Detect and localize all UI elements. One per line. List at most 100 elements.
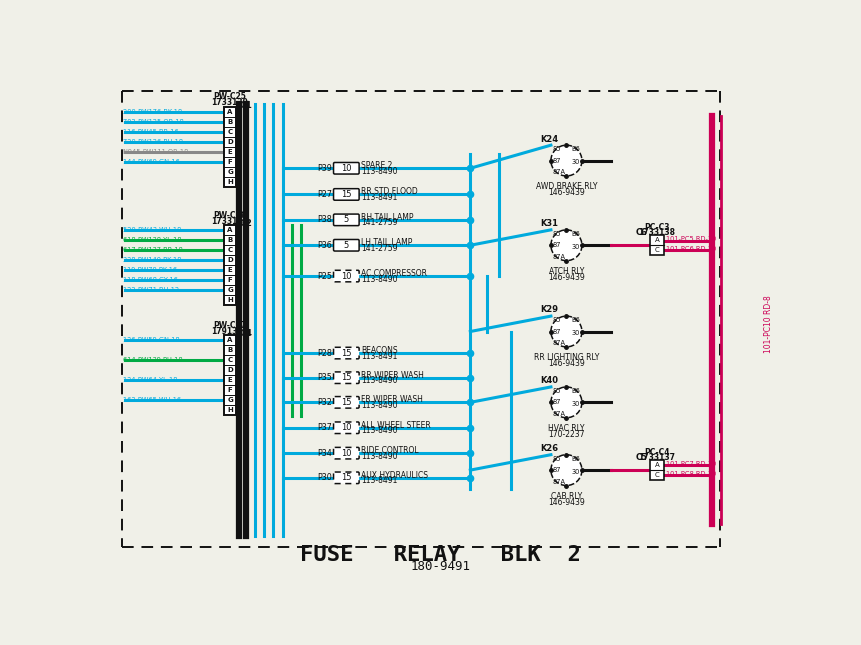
Text: 113-8491: 113-8491 bbox=[361, 477, 398, 486]
Text: 1733138: 1733138 bbox=[639, 228, 676, 237]
Text: 146-9439: 146-9439 bbox=[548, 188, 585, 197]
Bar bbox=[650, 235, 664, 255]
FancyBboxPatch shape bbox=[333, 239, 359, 251]
Text: 146-9439: 146-9439 bbox=[548, 359, 585, 368]
Text: D: D bbox=[227, 257, 233, 263]
Text: 520-PW43 WH-18: 520-PW43 WH-18 bbox=[123, 227, 182, 233]
Text: 15: 15 bbox=[341, 473, 351, 482]
Text: 113-8490: 113-8490 bbox=[361, 426, 398, 435]
Text: B6: B6 bbox=[572, 231, 580, 237]
Text: AUX HYDRAULICS: AUX HYDRAULICS bbox=[361, 471, 428, 480]
Text: PW-C25: PW-C25 bbox=[214, 92, 246, 101]
Text: B6: B6 bbox=[572, 455, 580, 462]
Text: 87: 87 bbox=[553, 328, 561, 335]
Text: C2: C2 bbox=[239, 219, 252, 228]
Text: 618-PW138 YL-18: 618-PW138 YL-18 bbox=[123, 237, 182, 243]
FancyBboxPatch shape bbox=[333, 397, 359, 408]
Text: 10: 10 bbox=[341, 164, 351, 173]
Text: C4: C4 bbox=[239, 330, 252, 339]
Text: A: A bbox=[227, 108, 232, 115]
FancyBboxPatch shape bbox=[333, 270, 359, 282]
Circle shape bbox=[551, 387, 582, 418]
Text: 87A: 87A bbox=[553, 169, 566, 175]
Text: 146-9439: 146-9439 bbox=[548, 273, 585, 282]
Text: AC COMPRESSOR: AC COMPRESSOR bbox=[361, 269, 427, 278]
Text: F: F bbox=[227, 159, 232, 164]
Text: E: E bbox=[227, 377, 232, 383]
Text: 85: 85 bbox=[553, 388, 561, 394]
Text: 136-PW59 GN-18: 136-PW59 GN-18 bbox=[123, 337, 180, 343]
Text: B: B bbox=[227, 119, 232, 124]
Text: 15: 15 bbox=[341, 373, 351, 382]
Text: 85: 85 bbox=[553, 146, 561, 152]
Text: 170-2237: 170-2237 bbox=[548, 430, 585, 439]
Text: 15: 15 bbox=[341, 348, 351, 357]
Text: K26: K26 bbox=[541, 444, 559, 453]
Text: 85: 85 bbox=[553, 455, 561, 462]
Text: 10: 10 bbox=[341, 423, 351, 432]
Text: C5: C5 bbox=[635, 453, 647, 462]
FancyBboxPatch shape bbox=[333, 347, 359, 359]
Text: F: F bbox=[227, 388, 232, 393]
Text: RR WIPER WASH: RR WIPER WASH bbox=[361, 370, 424, 379]
Text: PW-C27: PW-C27 bbox=[214, 321, 246, 330]
Text: LH TAIL LAMP: LH TAIL LAMP bbox=[361, 238, 412, 247]
Text: 119-PW70 PK-16: 119-PW70 PK-16 bbox=[123, 267, 177, 273]
Text: A: A bbox=[227, 337, 232, 343]
Circle shape bbox=[551, 145, 582, 176]
Text: P27: P27 bbox=[318, 190, 332, 199]
Text: 163-PW65 WH-16: 163-PW65 WH-16 bbox=[123, 397, 182, 403]
Circle shape bbox=[551, 316, 582, 347]
Text: 5: 5 bbox=[344, 215, 349, 224]
FancyBboxPatch shape bbox=[333, 163, 359, 174]
Text: 113-8490: 113-8490 bbox=[361, 451, 398, 461]
Text: B6: B6 bbox=[572, 388, 580, 394]
Text: 87A: 87A bbox=[553, 411, 566, 417]
Text: 113-8491: 113-8491 bbox=[361, 352, 398, 361]
Text: 101-PC7 RD-10: 101-PC7 RD-10 bbox=[666, 461, 715, 467]
Text: B6: B6 bbox=[572, 146, 580, 152]
Text: H: H bbox=[227, 297, 233, 303]
Text: C: C bbox=[654, 247, 660, 253]
Text: 113-8490: 113-8490 bbox=[361, 401, 398, 410]
Text: RR LIGHTING RLY: RR LIGHTING RLY bbox=[534, 353, 599, 362]
Text: P37: P37 bbox=[318, 423, 332, 432]
Text: E: E bbox=[227, 149, 232, 155]
Text: 87A: 87A bbox=[553, 254, 566, 260]
FancyBboxPatch shape bbox=[333, 472, 359, 484]
Text: CAB RLY: CAB RLY bbox=[551, 491, 582, 501]
Text: 30: 30 bbox=[572, 159, 580, 165]
Text: PC-C3: PC-C3 bbox=[644, 223, 670, 232]
Circle shape bbox=[551, 230, 582, 261]
Text: 87A: 87A bbox=[553, 340, 566, 346]
Text: P39: P39 bbox=[318, 164, 332, 173]
Text: 1733141: 1733141 bbox=[212, 217, 249, 226]
Text: 1791311: 1791311 bbox=[212, 327, 249, 336]
Text: K31: K31 bbox=[541, 219, 559, 228]
Text: ALL WHEEL STEER: ALL WHEEL STEER bbox=[361, 421, 430, 430]
Text: 87: 87 bbox=[553, 467, 561, 473]
Text: C1: C1 bbox=[239, 101, 252, 110]
Text: 116-PW45 BR-16: 116-PW45 BR-16 bbox=[123, 129, 179, 135]
Text: 1733139: 1733139 bbox=[212, 98, 249, 107]
Bar bbox=[224, 225, 236, 305]
FancyBboxPatch shape bbox=[333, 189, 359, 200]
Text: RR STD FLOOD: RR STD FLOOD bbox=[361, 187, 418, 196]
Text: 200-PW176 BK-18: 200-PW176 BK-18 bbox=[123, 108, 183, 115]
Text: 85: 85 bbox=[553, 317, 561, 323]
Text: FUSE   RELAY   BLK  2: FUSE RELAY BLK 2 bbox=[300, 545, 581, 565]
Text: C6: C6 bbox=[635, 228, 647, 237]
Text: G: G bbox=[227, 169, 233, 175]
Text: BEACONS: BEACONS bbox=[361, 346, 398, 355]
Text: P30: P30 bbox=[318, 473, 332, 482]
Text: 15: 15 bbox=[341, 398, 351, 407]
Text: C: C bbox=[227, 357, 232, 363]
Text: P25: P25 bbox=[318, 272, 332, 281]
Text: E: E bbox=[227, 267, 232, 273]
Text: P32: P32 bbox=[318, 398, 332, 407]
Text: N945-PW111 OR-18: N945-PW111 OR-18 bbox=[123, 149, 189, 155]
Text: 30: 30 bbox=[572, 469, 580, 475]
Text: 141-2759: 141-2759 bbox=[361, 219, 398, 228]
Text: 30: 30 bbox=[572, 330, 580, 336]
Text: A: A bbox=[654, 237, 660, 243]
